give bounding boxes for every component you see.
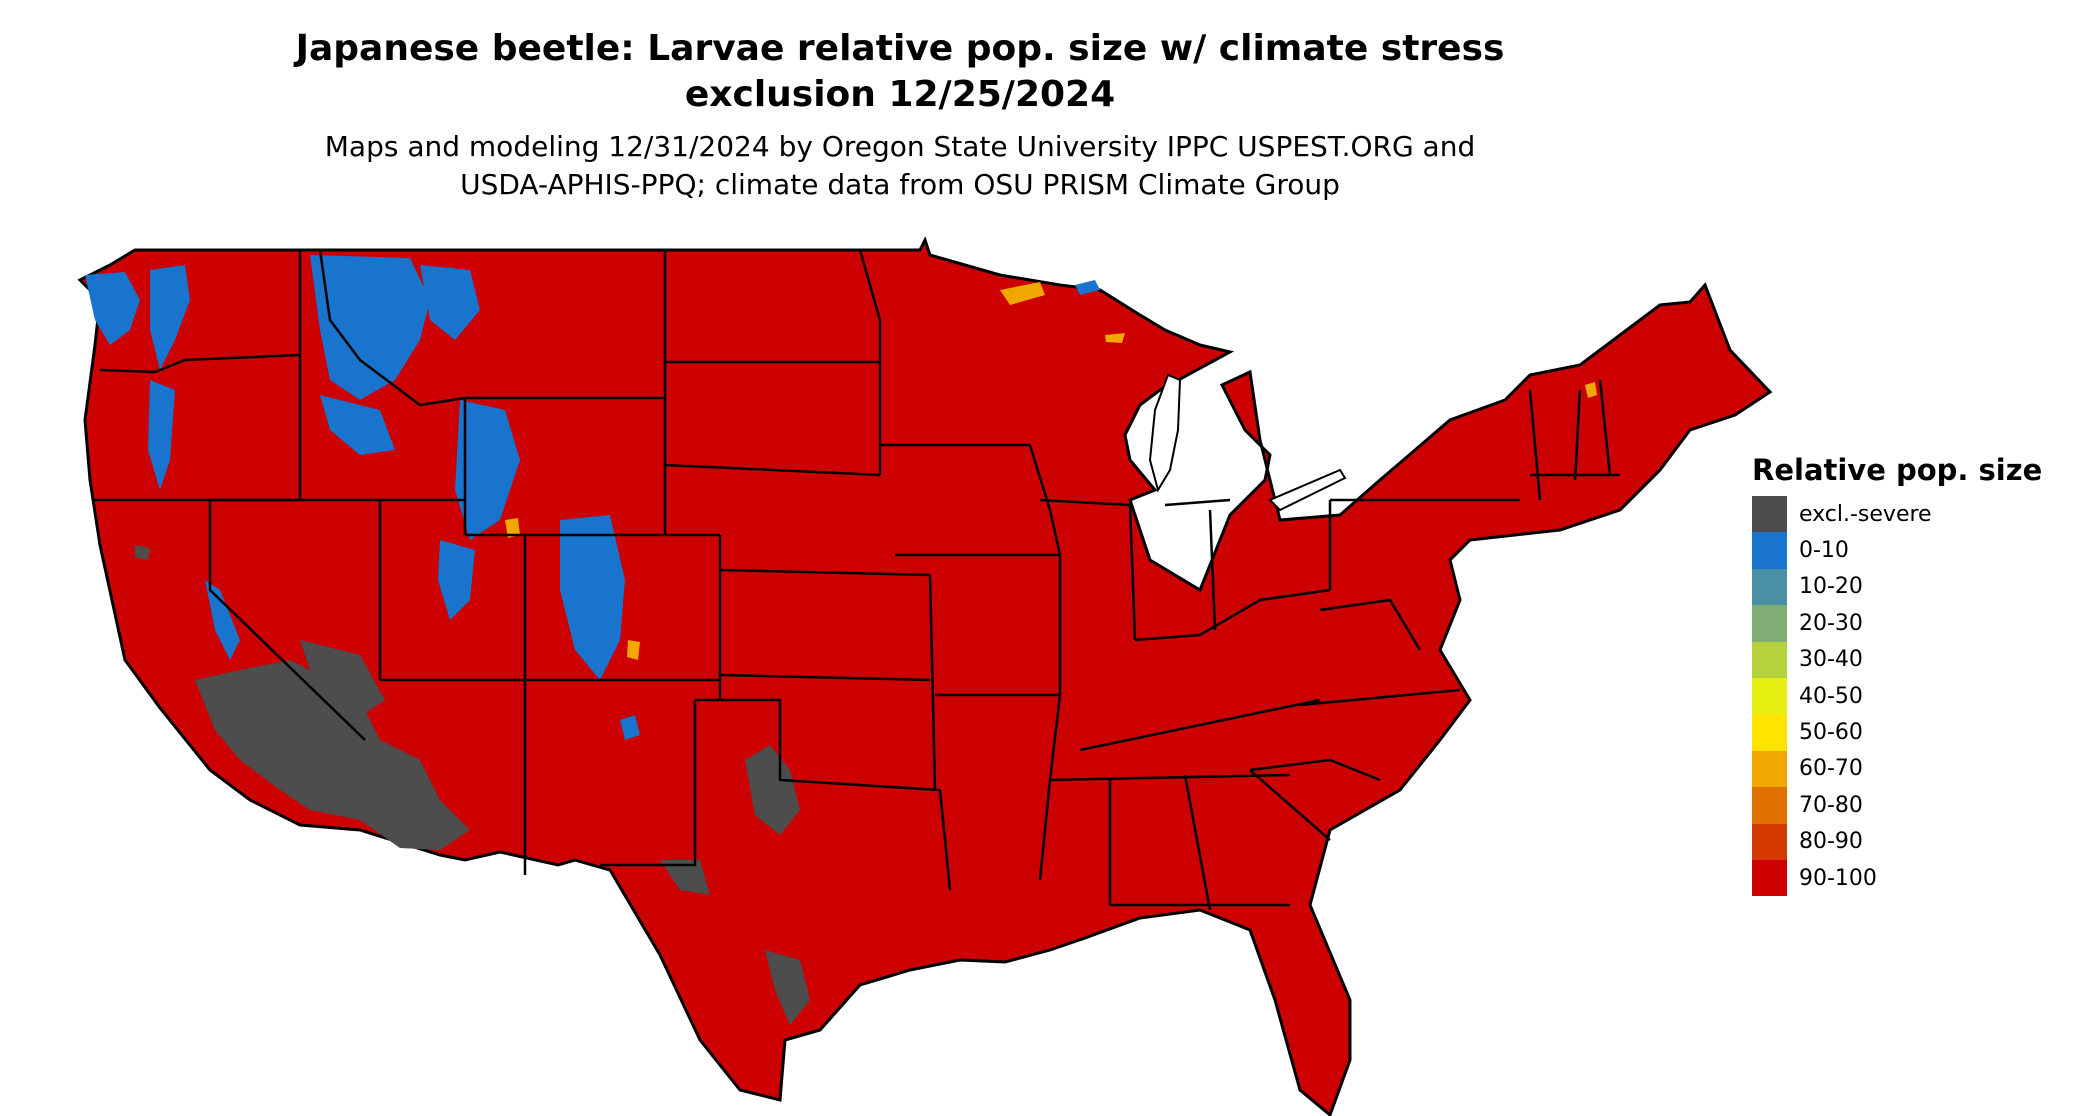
lake-michigan xyxy=(1148,373,1182,493)
legend-swatch xyxy=(1752,823,1787,860)
map-subtitle: Maps and modeling 12/31/2024 by Oregon S… xyxy=(0,128,1800,204)
excluded-region-nevada xyxy=(135,545,150,560)
legend-item: 80-90 xyxy=(1752,823,2042,860)
legend-label: 40-50 xyxy=(1799,683,1863,709)
low-region-lake-superior xyxy=(1075,280,1100,295)
legend-swatch xyxy=(1752,496,1787,533)
border-vt-nh xyxy=(1573,389,1582,481)
legend-item: 0-10 xyxy=(1752,532,2042,569)
mid-region-lake-superior-shore xyxy=(1000,282,1045,305)
legend-item: 40-50 xyxy=(1752,677,2042,715)
legend-swatch xyxy=(1752,859,1787,897)
border-il-in xyxy=(1128,504,1137,641)
low-suitability-regions xyxy=(85,255,1100,740)
legend-swatch xyxy=(1752,750,1787,788)
legend-label: 50-60 xyxy=(1799,720,1863,746)
border-in-oh xyxy=(1208,509,1217,631)
low-region-north-idaho xyxy=(310,255,430,400)
excluded-region-southwest xyxy=(195,660,470,850)
border-ga-sc xyxy=(1249,769,1331,841)
legend-label: 0-10 xyxy=(1799,538,1849,564)
mid-region-upper-peninsula xyxy=(1105,333,1125,343)
legend-title: Relative pop. size xyxy=(1752,453,2043,487)
map-subtitle-line-1: Maps and modeling 12/31/2024 by Oregon S… xyxy=(324,130,1476,163)
legend-item: 60-70 xyxy=(1752,750,2042,788)
border-new-england xyxy=(1528,389,1542,501)
map-title: Japanese beetle: Larvae relative pop. si… xyxy=(0,26,1800,118)
state-borders xyxy=(92,249,1620,911)
map-title-line-1: Japanese beetle: Larvae relative pop. si… xyxy=(295,28,1505,69)
legend-item: 10-20 xyxy=(1752,568,2042,606)
low-region-oregon-cascades xyxy=(148,380,175,490)
great-lakes xyxy=(1148,373,1347,512)
mid-region-wyoming-edge xyxy=(505,518,520,538)
border-nm-tx xyxy=(600,700,697,867)
low-region-montana-rockies xyxy=(420,265,480,340)
border-wi-il xyxy=(1039,498,1131,507)
mid-suitability-regions xyxy=(505,282,1597,660)
legend-item: 20-30 xyxy=(1752,605,2042,642)
excluded-region-big-bend xyxy=(660,860,710,895)
legend-label: 80-90 xyxy=(1799,829,1863,855)
legend-swatch xyxy=(1752,714,1787,751)
low-region-wyoming xyxy=(455,400,520,540)
mid-region-colorado-edge xyxy=(627,640,640,660)
excluded-region-south-texas xyxy=(765,950,810,1025)
map-subtitle-line-2: USDA-APHIS-PPQ; climate data from OSU PR… xyxy=(460,168,1340,201)
low-region-utah xyxy=(438,540,475,620)
border-ks-ok xyxy=(719,673,931,682)
low-region-idaho-central xyxy=(320,395,395,455)
low-region-cascades xyxy=(150,265,190,370)
border-wv-va xyxy=(1319,598,1422,651)
border-michigan xyxy=(1164,498,1231,507)
border-wa-or xyxy=(99,353,301,374)
legend-rows: excl.-severe 0-10 10-20 20-30 30-40 40-50 50-6… xyxy=(1752,496,2042,897)
legend-item: 90-100 xyxy=(1752,859,2042,897)
border-ohio-river xyxy=(1134,588,1331,642)
legend-label: excl.-severe xyxy=(1799,501,1932,527)
legend-swatch xyxy=(1752,787,1787,824)
legend-label: 20-30 xyxy=(1799,610,1863,636)
legend-label: 90-100 xyxy=(1799,865,1877,891)
excluded-regions xyxy=(135,545,810,1025)
excluded-region-west-texas xyxy=(745,745,800,835)
border-ne-ks xyxy=(719,568,931,577)
excluded-region-mojave xyxy=(300,640,385,720)
legend-label: 30-40 xyxy=(1799,647,1863,673)
legend: Relative pop. size excl.-severe 0-10 10-20… xyxy=(1752,452,2043,897)
lake-erie xyxy=(1268,468,1347,512)
border-mn-dakotas xyxy=(858,249,882,475)
border-sd-ne xyxy=(664,463,881,477)
legend-swatch xyxy=(1752,532,1787,569)
low-region-sierra xyxy=(205,580,240,660)
mid-region-new-england xyxy=(1585,382,1597,398)
low-region-arizona xyxy=(620,715,640,740)
legend-swatch xyxy=(1752,605,1787,642)
legend-item: 70-80 xyxy=(1752,787,2042,824)
legend-item: 30-40 xyxy=(1752,641,2042,678)
border-ks-mo xyxy=(928,574,937,791)
low-region-washington-coast xyxy=(85,272,140,345)
border-nc-sc xyxy=(1249,758,1381,782)
border-la-tx xyxy=(938,789,952,891)
legend-swatch xyxy=(1752,677,1787,715)
legend-label: 60-70 xyxy=(1799,756,1863,782)
low-region-colorado xyxy=(560,515,625,680)
border-ky-tn xyxy=(1079,698,1321,752)
map-title-line-2: exclusion 12/25/2024 xyxy=(684,74,1116,115)
border-va-nc xyxy=(1299,688,1461,707)
legend-swatch xyxy=(1752,568,1787,606)
border-nv-ca xyxy=(208,500,366,741)
border-tn-south xyxy=(1049,773,1291,782)
border-ok-tx xyxy=(695,698,941,792)
legend-item: 50-60 xyxy=(1752,714,2042,751)
border-nh-me xyxy=(1598,379,1612,476)
legend-item: excl.-severe xyxy=(1752,496,2042,533)
legend-swatch xyxy=(1752,641,1787,678)
legend-label: 70-80 xyxy=(1799,792,1863,818)
border-id-mt xyxy=(318,249,466,407)
border-al-ga xyxy=(1183,774,1212,911)
legend-label: 10-20 xyxy=(1799,574,1863,600)
